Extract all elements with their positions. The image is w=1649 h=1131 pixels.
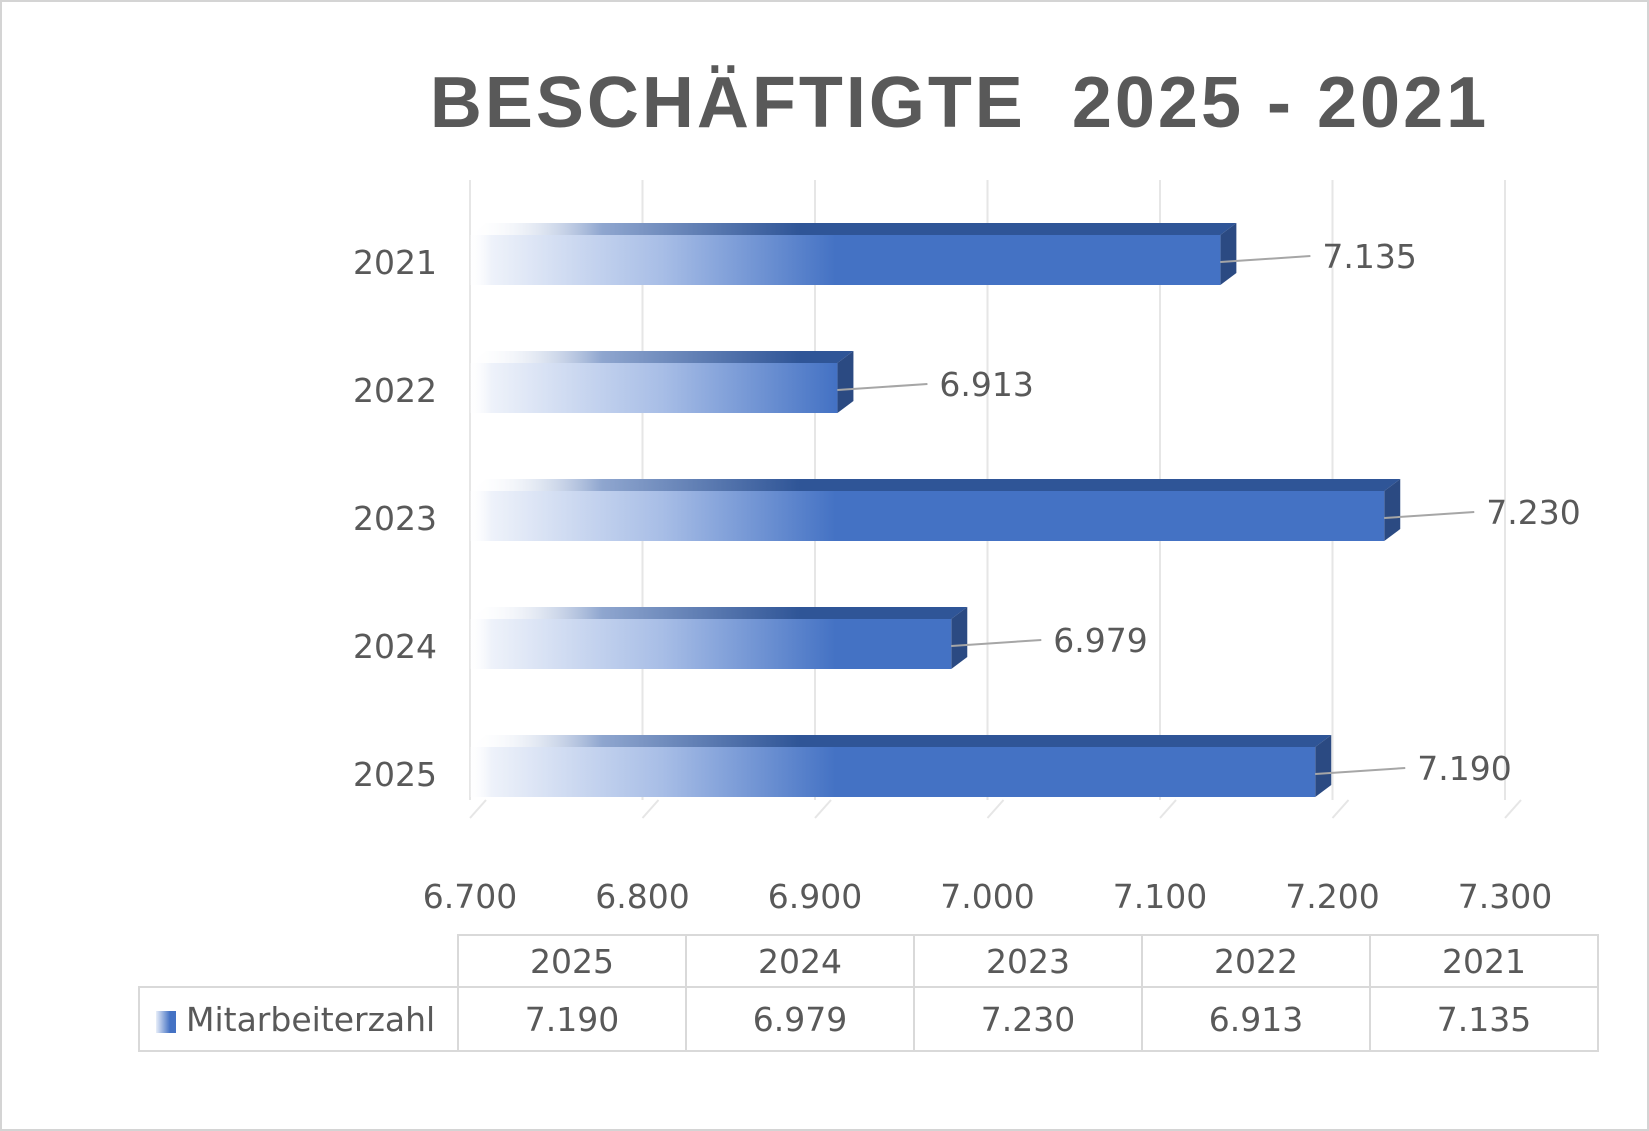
data-table-value-cell: 7.230	[913, 986, 1143, 1052]
data-table-header-cell: 2021	[1369, 934, 1599, 988]
x-tick-label: 6.900	[768, 877, 862, 916]
gridline-floor	[986, 799, 1005, 819]
data-table: 2025 2024 2023 2022 2021 Mitarbeiterzahl…	[138, 934, 1599, 1052]
data-table-header-cell: 2024	[685, 934, 915, 988]
data-table-corner	[139, 935, 459, 988]
gridline-floor	[1504, 799, 1522, 819]
gridline-floor	[1159, 799, 1177, 819]
y-category-label: 2021	[353, 243, 437, 282]
bar	[470, 747, 1316, 797]
bar	[470, 619, 952, 669]
legend-key-swatch	[156, 1010, 176, 1033]
data-table-value-cell: 7.135	[1369, 986, 1599, 1052]
data-table-series-name: Mitarbeiterzahl	[186, 999, 436, 1039]
data-table-header-row: 2025 2024 2023 2022 2021	[139, 934, 1599, 988]
data-table-header-cell: 2022	[1141, 934, 1371, 988]
gridline-floor	[814, 799, 832, 819]
y-category-label: 2025	[353, 755, 437, 794]
x-tick-label: 7.100	[1113, 877, 1207, 916]
y-category-label: 2022	[353, 371, 437, 410]
bar-side-face	[1384, 479, 1401, 541]
bar-side-face	[951, 607, 968, 669]
data-table-header-cell: 2025	[457, 934, 687, 988]
data-table-value-cell: 6.913	[1141, 986, 1371, 1052]
y-category-label: 2023	[353, 499, 437, 538]
data-label-leader	[1315, 767, 1406, 775]
x-tick-label: 6.800	[595, 877, 689, 916]
y-category-label: 2024	[353, 627, 437, 666]
data-label: 7.135	[1322, 237, 1416, 276]
x-tick-label: 6.700	[423, 877, 517, 916]
chart-title: BESCHÄFTIGTE 2025 - 2021	[429, 63, 1490, 143]
bar-top-face	[470, 607, 968, 619]
data-label-leader	[1220, 255, 1311, 263]
bar-top-face	[470, 479, 1401, 491]
data-label: 6.979	[1053, 621, 1147, 660]
bar-side-face	[837, 351, 854, 413]
bar-top-face	[470, 735, 1332, 747]
bar	[470, 363, 838, 413]
data-table-row: Mitarbeiterzahl 7.190 6.979 7.230 6.913 …	[138, 986, 1599, 1052]
bar-top-face	[470, 351, 854, 363]
bar	[470, 235, 1221, 285]
gridline-floor	[469, 799, 487, 819]
x-tick-label: 7.300	[1458, 877, 1552, 916]
x-tick-label: 7.000	[940, 877, 1034, 916]
bar-side-face	[1315, 735, 1332, 797]
x-tick-label: 7.200	[1285, 877, 1379, 916]
data-label: 7.190	[1417, 749, 1511, 788]
bar-top-face	[470, 223, 1237, 235]
data-table-series-cell: Mitarbeiterzahl	[138, 986, 459, 1052]
data-label-leader	[951, 639, 1042, 647]
data-label: 7.230	[1486, 493, 1580, 532]
data-table-value-cell: 7.190	[457, 986, 687, 1052]
data-table-header-cell: 2023	[913, 934, 1143, 988]
bar	[470, 491, 1385, 541]
data-label-leader	[837, 383, 928, 391]
gridline-floor	[641, 799, 660, 819]
data-label-leader	[1384, 511, 1475, 519]
gridline-floor	[1331, 799, 1350, 819]
data-table-value-cell: 6.979	[685, 986, 915, 1052]
bar-side-face	[1220, 223, 1237, 285]
data-label: 6.913	[939, 365, 1033, 404]
chart-plot: 6.700 6.800 6.900 7.000 7.100 7.200 7.300 2021 7…	[353, 180, 1581, 916]
